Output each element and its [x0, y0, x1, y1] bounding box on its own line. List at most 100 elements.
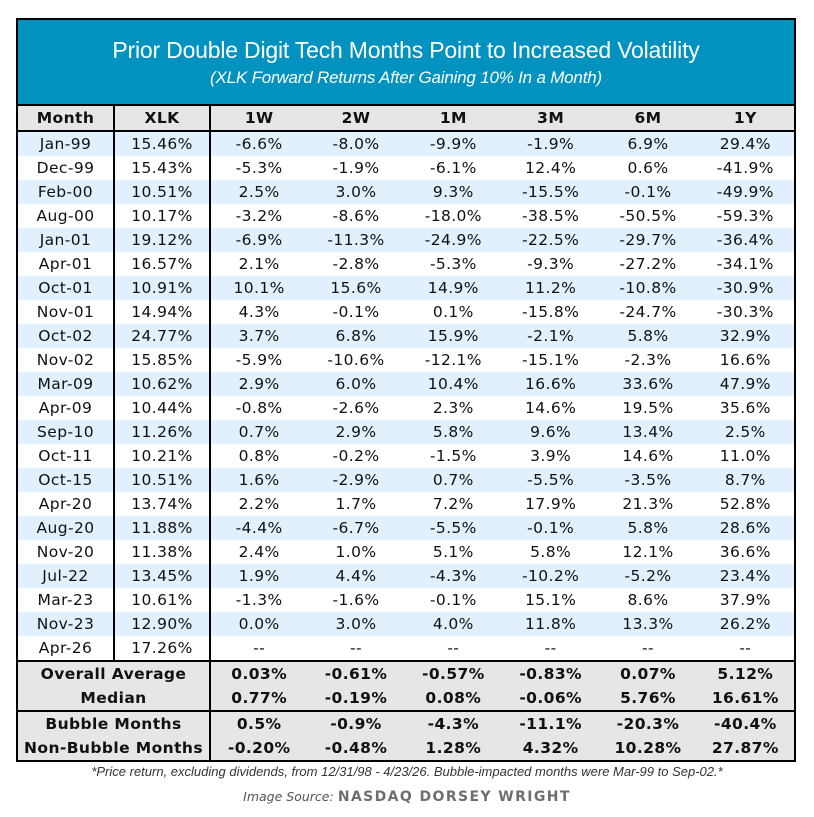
cell-2w: -0.1% — [307, 300, 405, 324]
cell-3m: 16.6% — [501, 372, 600, 396]
cell-xlk: 10.51% — [114, 468, 211, 492]
cell-2w: -2.8% — [307, 252, 405, 276]
cell-1m: 10.4% — [404, 372, 502, 396]
cell-xlk: 10.61% — [114, 588, 211, 612]
cell-xlk: 13.45% — [114, 564, 211, 588]
cell-2w: 3.0% — [307, 612, 405, 636]
cell-6m: -29.7% — [599, 228, 697, 252]
summary-cell-1m: 1.28% — [404, 736, 502, 760]
cell-1w: -5.9% — [210, 348, 308, 372]
cell-6m: -10.8% — [599, 276, 697, 300]
cell-3m: -9.3% — [501, 252, 600, 276]
cell-1w: 2.1% — [210, 252, 308, 276]
cell-3m: -5.5% — [501, 468, 600, 492]
cell-6m: 14.6% — [599, 444, 697, 468]
table-row: Apr-20 13.74% 2.2% 1.7% 7.2% 17.9% 21.3% 52.8% — [18, 492, 794, 516]
chart-subtitle: (XLK Forward Returns After Gaining 10% I… — [210, 68, 602, 87]
summary-cell-1y: 16.61% — [696, 686, 794, 711]
column-header-xlk: XLK — [114, 106, 211, 132]
image-source: Image Source: NASDAQ DORSEY WRIGHT — [0, 789, 814, 805]
table-row: Jan-01 19.12% -6.9% -11.3% -24.9% -22.5% -29.7… — [18, 228, 794, 252]
cell-1w: 0.0% — [210, 612, 308, 636]
cell-1w: 2.9% — [210, 372, 308, 396]
column-header-month: Month — [18, 106, 115, 132]
cell-1y: 26.2% — [696, 612, 794, 636]
column-header-1y: 1Y — [696, 106, 794, 132]
cell-xlk: 15.46% — [114, 131, 211, 156]
cell-3m: 11.2% — [501, 276, 600, 300]
cell-1y: 37.9% — [696, 588, 794, 612]
cell-1m: -0.1% — [404, 588, 502, 612]
cell-1m: -12.1% — [404, 348, 502, 372]
cell-2w: -6.7% — [307, 516, 405, 540]
cell-2w: 1.7% — [307, 492, 405, 516]
cell-xlk: 13.74% — [114, 492, 211, 516]
cell-xlk: 11.26% — [114, 420, 211, 444]
cell-3m: -15.8% — [501, 300, 600, 324]
summary-cell-3m: -11.1% — [501, 710, 600, 736]
cell-2w: 2.9% — [307, 420, 405, 444]
cell-6m: -24.7% — [599, 300, 697, 324]
cell-1y: 47.9% — [696, 372, 794, 396]
cell-xlk: 15.43% — [114, 156, 211, 180]
cell-6m: 13.3% — [599, 612, 697, 636]
cell-2w: -8.6% — [307, 204, 405, 228]
summary-label: Overall Average — [18, 660, 211, 686]
table-row: Feb-00 10.51% 2.5% 3.0% 9.3% -15.5% -0.1% -49.9… — [18, 180, 794, 204]
cell-3m: 17.9% — [501, 492, 600, 516]
cell-1w: -3.2% — [210, 204, 308, 228]
summary-cell-1m: 0.08% — [404, 686, 502, 711]
table-row: Oct-02 24.77% 3.7% 6.8% 15.9% -2.1% 5.8% 32.9% — [18, 324, 794, 348]
cell-6m: 21.3% — [599, 492, 697, 516]
cell-1w: 2.4% — [210, 540, 308, 564]
table-row: Aug-00 10.17% -3.2% -8.6% -18.0% -38.5% -50.5%… — [18, 204, 794, 228]
cell-3m: -15.5% — [501, 180, 600, 204]
cell-3m: 3.9% — [501, 444, 600, 468]
chart-title: Prior Double Digit Tech Months Point to … — [112, 37, 700, 63]
table-row: Nov-02 15.85% -5.9% -10.6% -12.1% -15.1% -2.3%… — [18, 348, 794, 372]
cell-1w: -5.3% — [210, 156, 308, 180]
cell-1m: -- — [404, 636, 502, 661]
cell-3m: -0.1% — [501, 516, 600, 540]
cell-6m: 5.8% — [599, 324, 697, 348]
cell-6m: -- — [599, 636, 697, 661]
table-row: Nov-23 12.90% 0.0% 3.0% 4.0% 11.8% 13.3% 26.2% — [18, 612, 794, 636]
cell-xlk: 17.26% — [114, 636, 211, 661]
cell-xlk: 19.12% — [114, 228, 211, 252]
row-month: Feb-00 — [18, 180, 115, 204]
cell-2w: -2.6% — [307, 396, 405, 420]
summary-cell-2w: -0.48% — [307, 736, 405, 760]
summary-row: Median 0.77% -0.19% 0.08% -0.06% 5.76% 16.61% — [18, 686, 794, 711]
cell-1y: 11.0% — [696, 444, 794, 468]
summary-cell-3m: -0.06% — [501, 686, 600, 711]
cell-xlk: 24.77% — [114, 324, 211, 348]
table-row: Oct-11 10.21% 0.8% -0.2% -1.5% 3.9% 14.6% 11.0% — [18, 444, 794, 468]
cell-1m: -5.5% — [404, 516, 502, 540]
cell-1y: 23.4% — [696, 564, 794, 588]
cell-2w: -2.9% — [307, 468, 405, 492]
summary-cell-1m: -4.3% — [404, 710, 502, 736]
title-banner: Prior Double Digit Tech Months Point to … — [18, 20, 794, 106]
cell-6m: 33.6% — [599, 372, 697, 396]
summary-cell-1y: -40.4% — [696, 710, 794, 736]
cell-1w: 1.9% — [210, 564, 308, 588]
table-row: Nov-01 14.94% 4.3% -0.1% 0.1% -15.8% -24.7% -30… — [18, 300, 794, 324]
cell-3m: 15.1% — [501, 588, 600, 612]
table-row: Apr-01 16.57% 2.1% -2.8% -5.3% -9.3% -27.2% -34… — [18, 252, 794, 276]
cell-1m: -9.9% — [404, 131, 502, 156]
cell-1m: 15.9% — [404, 324, 502, 348]
table-row: Apr-26 17.26% -- -- -- -- -- -- — [18, 636, 794, 661]
cell-xlk: 10.91% — [114, 276, 211, 300]
summary-cell-1y: 5.12% — [696, 660, 794, 686]
row-month: Nov-20 — [18, 540, 115, 564]
cell-1m: -5.3% — [404, 252, 502, 276]
cell-2w: -1.9% — [307, 156, 405, 180]
cell-1w: -- — [210, 636, 308, 661]
cell-6m: -0.1% — [599, 180, 697, 204]
summary-cell-1m: -0.57% — [404, 660, 502, 686]
cell-1w: 4.3% — [210, 300, 308, 324]
cell-3m: 9.6% — [501, 420, 600, 444]
cell-1w: 3.7% — [210, 324, 308, 348]
summary-row: Non-Bubble Months -0.20% -0.48% 1.28% 4.32% 1… — [18, 736, 794, 760]
row-month: Oct-02 — [18, 324, 115, 348]
